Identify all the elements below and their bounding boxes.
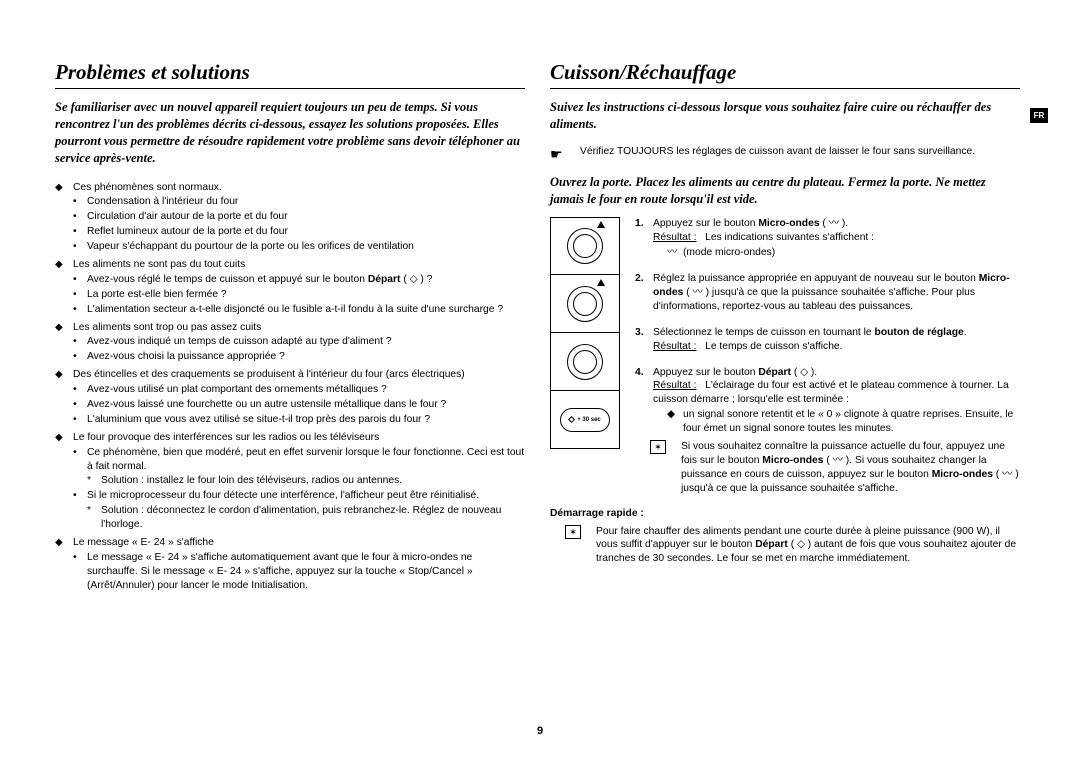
left-title: Problèmes et solutions xyxy=(55,60,525,89)
list-item: •L'alimentation secteur a-t-elle disjonc… xyxy=(73,303,525,317)
step-3: 3. Sélectionnez le temps de cuisson en t… xyxy=(635,326,1020,354)
list-item: ◆Le message « E- 24 » s'affiche xyxy=(55,536,525,550)
list-item: ◆Des étincelles et des craquements se pr… xyxy=(55,368,525,382)
list-item: •Avez-vous choisi la puissance approprié… xyxy=(73,350,525,364)
step-num: 1. xyxy=(635,217,653,260)
step-1: 1. Appuyez sur le bouton Micro-ondes ( 〰… xyxy=(635,217,1020,260)
quickstart-note: ✶ Pour faire chauffer des aliments penda… xyxy=(550,525,1020,567)
left-column: Problèmes et solutions Se familiariser a… xyxy=(55,60,525,743)
list-item: *Solution : déconnectez le cordon d'alim… xyxy=(87,504,525,532)
list-item: •L'aluminium que vous avez utilisé se si… xyxy=(73,413,525,427)
note-icon: ✶ xyxy=(635,440,681,496)
list-item: •Avez-vous utilisé un plat comportant de… xyxy=(73,383,525,397)
pointer-icon: ☛ xyxy=(550,145,580,164)
list-item: •Ce phénomène, bien que modéré, peut en … xyxy=(73,446,525,474)
step-num: 4. xyxy=(635,366,653,436)
step-num: 3. xyxy=(635,326,653,354)
list-item: •Reflet lumineux autour de la porte et d… xyxy=(73,225,525,239)
list-item: •Avez-vous laissé une fourchette ou un a… xyxy=(73,398,525,412)
quickstart-text: Pour faire chauffer des aliments pendant… xyxy=(596,525,1020,567)
start-button-icon: + 30 sec xyxy=(550,391,620,449)
power-note: ✶ Si vous souhaitez connaître la puissan… xyxy=(635,440,1020,496)
dial-icon-3 xyxy=(550,333,620,391)
list-item: •Condensation à l'intérieur du four xyxy=(73,195,525,209)
language-tab: FR xyxy=(1030,108,1048,123)
list-item: ◆Les aliments ne sont pas du tout cuits xyxy=(55,258,525,272)
list-item: •Si le microprocesseur du four détecte u… xyxy=(73,489,525,503)
note-icon: ✶ xyxy=(550,525,596,567)
btn-30sec-label: + 30 sec xyxy=(577,417,601,423)
troubleshoot-list: ◆Ces phénomènes sont normaux.•Condensati… xyxy=(55,177,525,593)
check-text: Vérifiez TOUJOURS les réglages de cuisso… xyxy=(580,145,1020,164)
list-item: •Avez-vous réglé le temps de cuisson et … xyxy=(73,273,525,287)
quickstart-heading: Démarrage rapide : xyxy=(550,508,1020,519)
step-2: 2. Réglez la puissance appropriée en app… xyxy=(635,272,1020,314)
steps-body: + 30 sec 1. Appuyez sur le bouton Micro-… xyxy=(550,217,1020,495)
door-instructions: Ouvrez la porte. Placez les aliments au … xyxy=(550,174,1020,208)
step-num: 2. xyxy=(635,272,653,314)
left-intro: Se familiariser avec un nouvel appareil … xyxy=(55,99,525,167)
check-warning: ☛ Vérifiez TOUJOURS les réglages de cuis… xyxy=(550,145,1020,164)
icon-column: + 30 sec xyxy=(550,217,625,495)
dial-icon-2 xyxy=(550,275,620,333)
list-item: ◆Ces phénomènes sont normaux. xyxy=(55,181,525,195)
dial-icon-1 xyxy=(550,217,620,275)
right-title: Cuisson/Réchauffage xyxy=(550,60,1020,89)
list-item: *Solution : installez le four loin des t… xyxy=(87,474,525,488)
right-column: Cuisson/Réchauffage Suivez les instructi… xyxy=(550,60,1020,743)
list-item: •Avez-vous indiqué un temps de cuisson a… xyxy=(73,335,525,349)
page-number: 9 xyxy=(0,725,1080,737)
list-item: •La porte est-elle bien fermée ? xyxy=(73,288,525,302)
list-item: •Circulation d'air autour de la porte et… xyxy=(73,210,525,224)
list-item: •Le message « E- 24 » s'affiche automati… xyxy=(73,551,525,593)
note-text: Si vous souhaitez connaître la puissance… xyxy=(681,440,1020,496)
right-intro: Suivez les instructions ci-dessous lorsq… xyxy=(550,99,1020,133)
steps-column: 1. Appuyez sur le bouton Micro-ondes ( 〰… xyxy=(635,217,1020,495)
step-4: 4. Appuyez sur le bouton Départ ( ◇ ). R… xyxy=(635,366,1020,436)
list-item: •Vapeur s'échappant du pourtour de la po… xyxy=(73,240,525,254)
list-item: ◆Les aliments sont trop ou pas assez cui… xyxy=(55,321,525,335)
list-item: ◆Le four provoque des interférences sur … xyxy=(55,431,525,445)
